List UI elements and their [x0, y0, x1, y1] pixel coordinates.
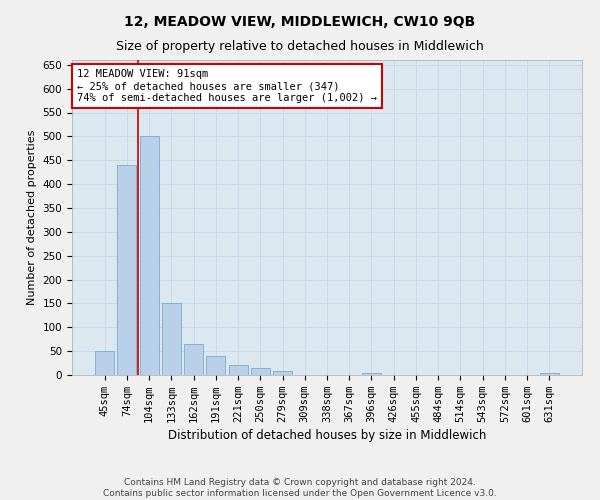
Bar [206, 356, 225, 375]
Bar [229, 366, 248, 375]
Text: 12, MEADOW VIEW, MIDDLEWICH, CW10 9QB: 12, MEADOW VIEW, MIDDLEWICH, CW10 9QB [124, 15, 476, 29]
Bar [251, 368, 270, 375]
X-axis label: Distribution of detached houses by size in Middlewich: Distribution of detached houses by size … [168, 429, 486, 442]
Bar [362, 372, 381, 375]
Bar [540, 372, 559, 375]
Bar [118, 165, 136, 375]
Bar [273, 371, 292, 375]
Bar [184, 344, 203, 375]
Bar [162, 304, 181, 375]
Bar [95, 351, 114, 375]
Y-axis label: Number of detached properties: Number of detached properties [27, 130, 37, 305]
Text: Contains HM Land Registry data © Crown copyright and database right 2024.
Contai: Contains HM Land Registry data © Crown c… [103, 478, 497, 498]
Text: 12 MEADOW VIEW: 91sqm
← 25% of detached houses are smaller (347)
74% of semi-det: 12 MEADOW VIEW: 91sqm ← 25% of detached … [77, 70, 377, 102]
Bar [140, 136, 158, 375]
Text: Size of property relative to detached houses in Middlewich: Size of property relative to detached ho… [116, 40, 484, 53]
